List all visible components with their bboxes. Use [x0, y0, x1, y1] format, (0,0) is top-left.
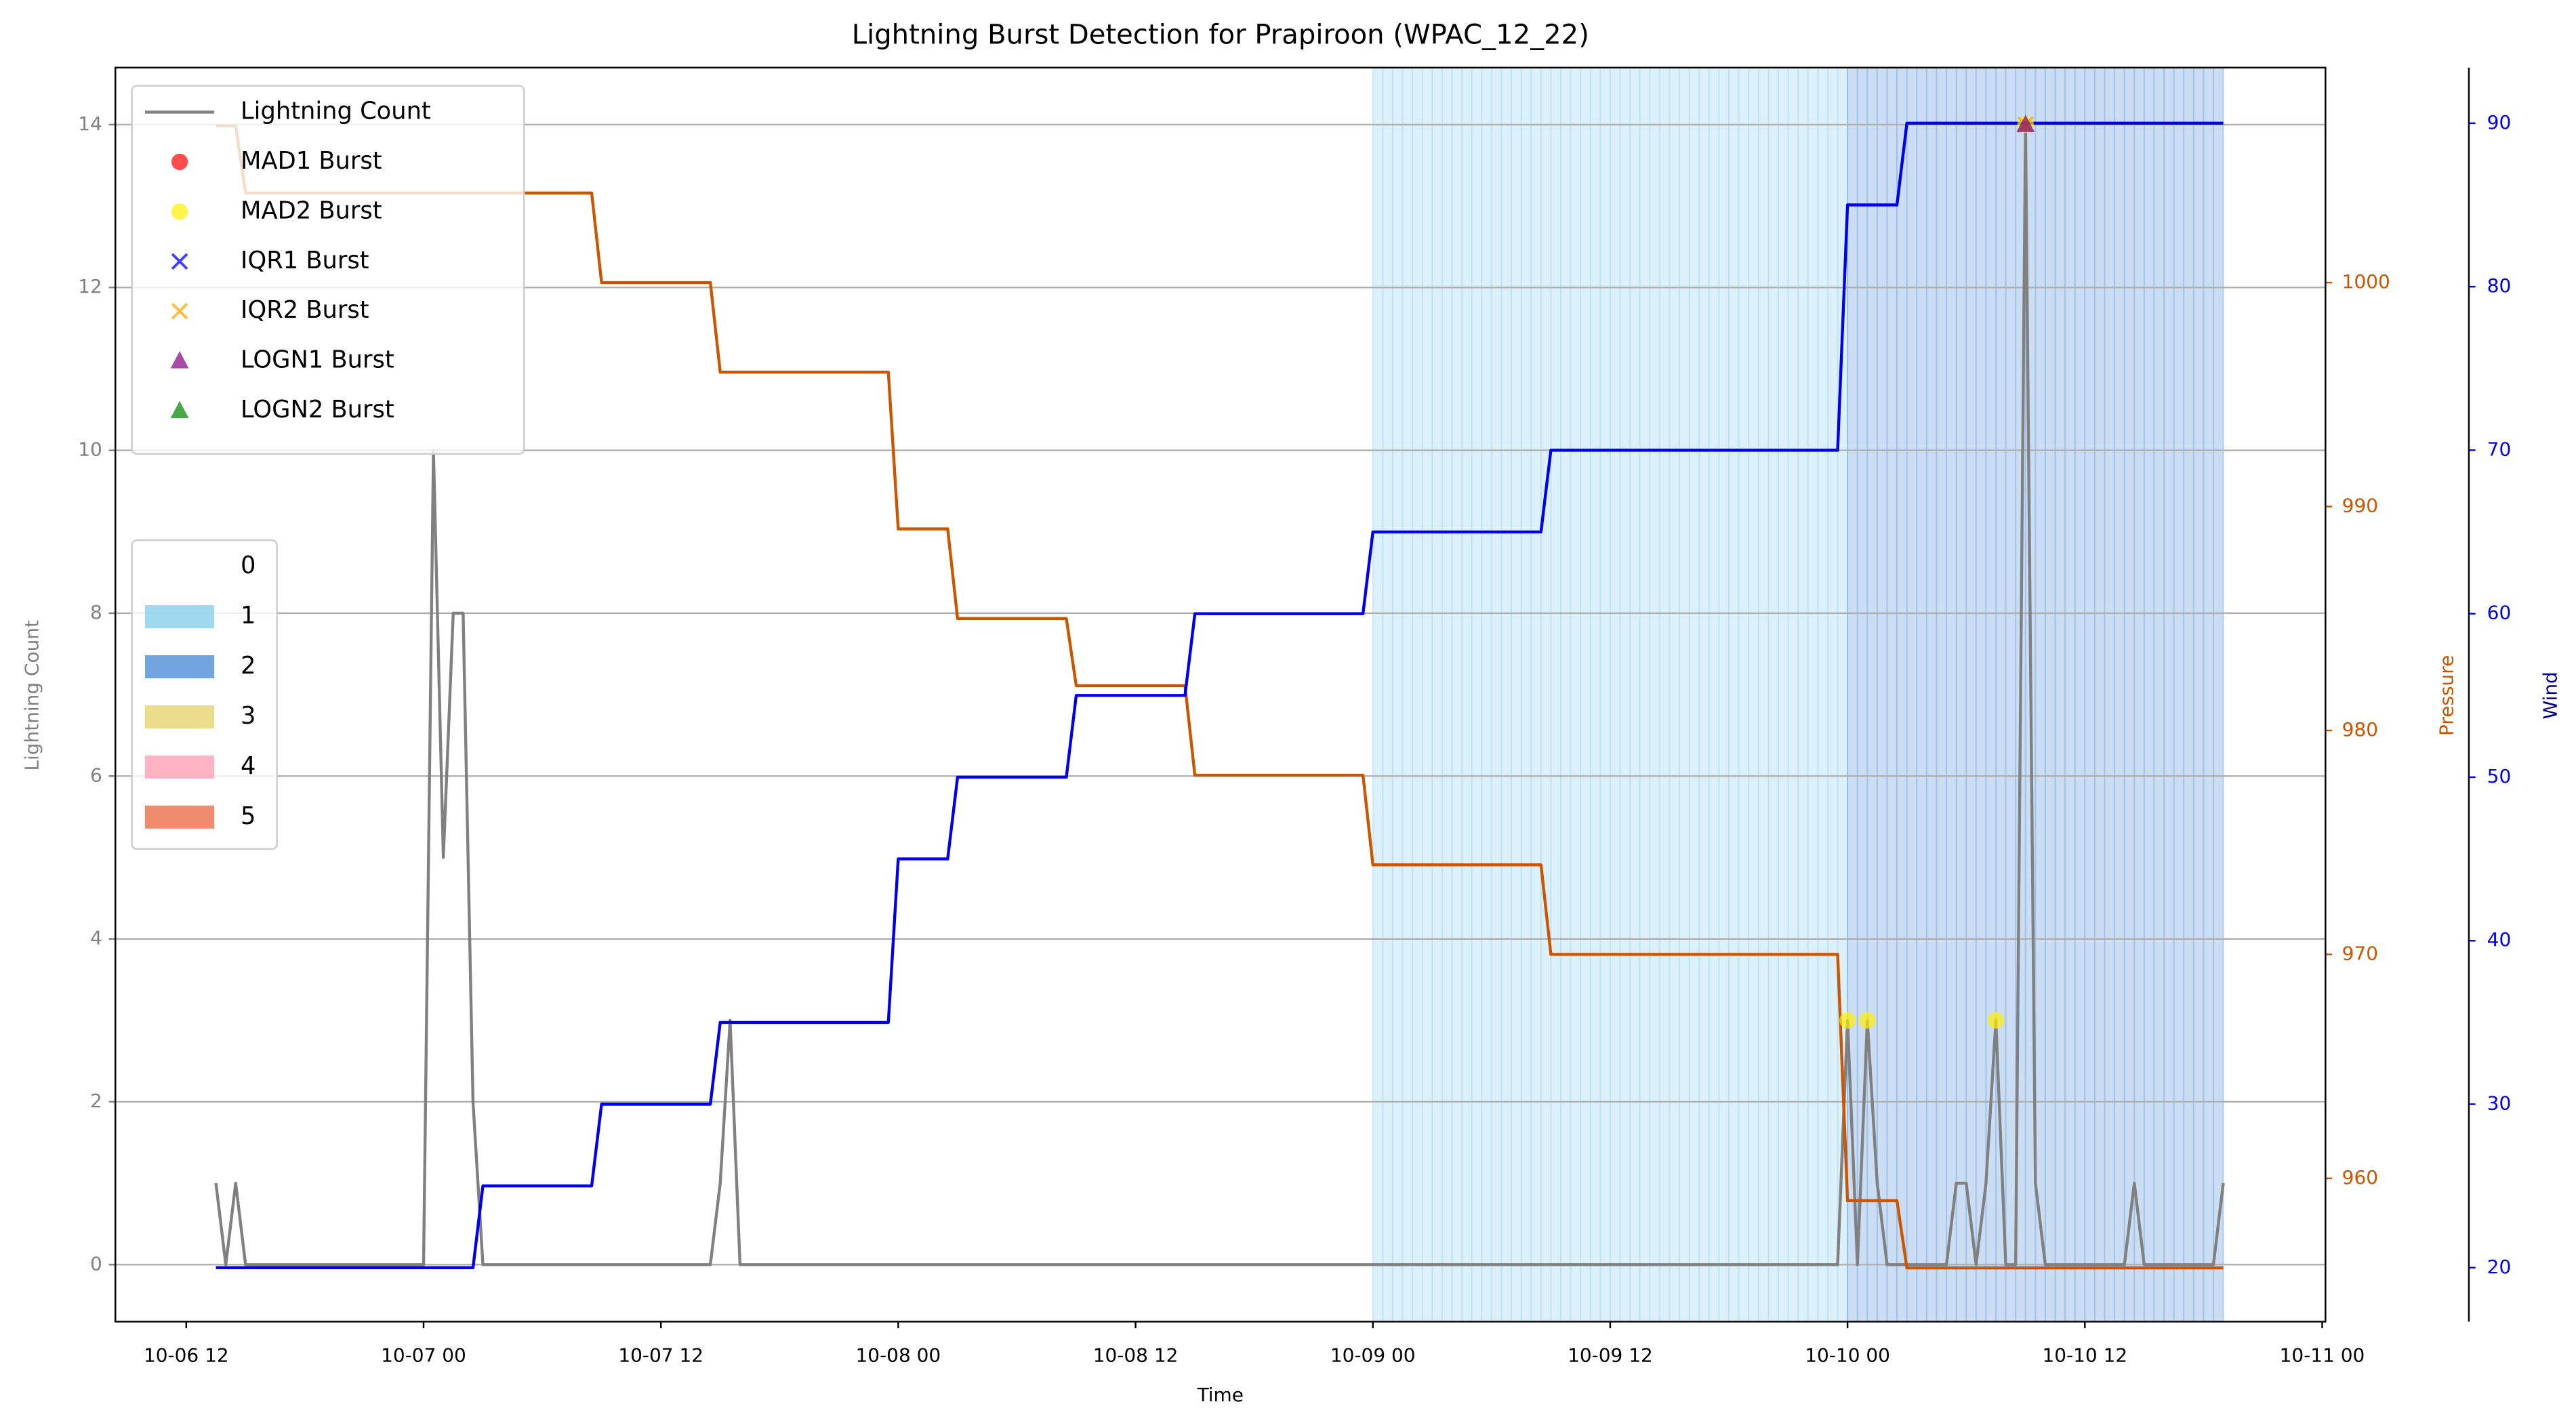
legend-label: MAD2 Burst: [241, 197, 382, 224]
y-tick-label: 4: [90, 927, 102, 949]
y3-tick-label: 40: [2487, 928, 2512, 951]
legend-marker: [170, 351, 189, 369]
y2-tick-label: 980: [2342, 718, 2378, 741]
chart-title: Lightning Burst Detection for Prapiroon …: [852, 20, 1589, 51]
legend-patch: [145, 755, 215, 779]
x-tick-label: 10-10 00: [1805, 1344, 1890, 1367]
legend-marker: [171, 302, 188, 320]
x-tick-label: 10-08 12: [1093, 1344, 1179, 1367]
y-tick-label: 10: [78, 438, 102, 461]
legend-label: 3: [241, 702, 255, 730]
marker-layer: [1839, 115, 2035, 1029]
legend-label: MAD1 Burst: [241, 147, 382, 175]
x-tick-label: 10-09 00: [1330, 1344, 1416, 1367]
legend-patch: [145, 605, 215, 629]
legend-patch: [145, 705, 215, 728]
y3-tick-label: 60: [2487, 602, 2512, 624]
y3-tick-label: 50: [2487, 765, 2512, 787]
legend-patch: [145, 555, 215, 579]
y3-tick-label: 20: [2487, 1256, 2512, 1278]
y3-tick-label: 80: [2487, 274, 2512, 297]
legend-label: LOGN2 Burst: [241, 396, 394, 424]
burst-marker: [1839, 1012, 1856, 1029]
legend-label: 5: [241, 802, 255, 830]
y3-tick-label: 70: [2487, 438, 2512, 460]
y3-tick-label: 90: [2487, 111, 2512, 133]
intensity-span: [1372, 67, 1848, 1322]
legend-label: 0: [241, 552, 255, 579]
y3-axis-label: Wind: [2539, 672, 2562, 719]
legend-marker: [171, 253, 188, 270]
burst-marker: [2016, 115, 2035, 132]
y-tick-label: 12: [78, 275, 102, 297]
x-tick-label: 10-07 00: [381, 1344, 466, 1367]
series-line: [216, 124, 2224, 1270]
x-axis-label: Time: [1197, 1384, 1244, 1406]
y2-tick-label: 990: [2342, 495, 2378, 517]
legend-marker: [171, 153, 188, 171]
x-tick-label: 10-08 00: [856, 1344, 941, 1367]
y-tick-label: 14: [78, 112, 102, 135]
x-tick-label: 10-06 12: [144, 1344, 229, 1367]
legend-label: 1: [241, 602, 255, 629]
legend-marker: [171, 203, 188, 220]
legend-label: IQR2 Burst: [241, 296, 369, 324]
y-tick-label: 8: [90, 601, 102, 623]
legend-label: Lightning Count: [241, 97, 431, 125]
y-axis-label: Lightning Count: [21, 620, 43, 771]
legend-layer: Lightning Count MAD1 Burst MAD2 Burst IQR1 …: [131, 85, 525, 850]
y3-tick-label: 30: [2487, 1092, 2512, 1115]
y2-tick-label: 970: [2342, 942, 2378, 964]
x-tick-label: 10-07 12: [618, 1344, 703, 1367]
plot-frame: [115, 66, 2327, 1323]
x-tick-label: 10-09 12: [1568, 1344, 1653, 1367]
intensity-layer: [1372, 67, 2224, 1322]
y-tick-label: 6: [90, 764, 102, 786]
x-tick-label: 10-10 12: [2042, 1344, 2127, 1367]
y-tick-label: 2: [90, 1090, 102, 1112]
x-tick-label: 10-11 00: [2280, 1344, 2365, 1367]
legend-box: [131, 85, 525, 455]
legend-label: 2: [241, 652, 255, 680]
y2-tick-label: 960: [2342, 1166, 2378, 1189]
legend-label: IQR1 Burst: [241, 247, 369, 274]
series-line: [216, 121, 2224, 1270]
legend-label: 4: [241, 752, 255, 780]
y-tick-label: 0: [90, 1252, 102, 1275]
legend-marker: [170, 400, 189, 419]
legend-patch: [145, 655, 215, 679]
legend-patch: [145, 805, 215, 829]
legend-label: LOGN1 Burst: [241, 346, 394, 374]
y2-axis-label: Pressure: [2435, 655, 2457, 736]
y2-tick-label: 1000: [2342, 270, 2390, 293]
burst-marker: [1987, 1012, 2005, 1029]
burst-marker: [1859, 1012, 1876, 1029]
